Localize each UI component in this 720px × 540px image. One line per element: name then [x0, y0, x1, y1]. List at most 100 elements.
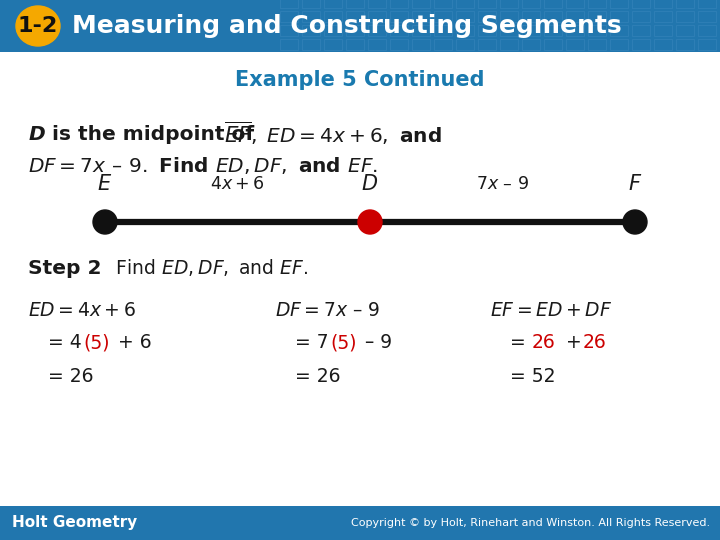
Bar	[456, 11, 474, 22]
Bar	[522, 11, 540, 22]
Bar	[588, 39, 606, 50]
Text: (5): (5)	[83, 334, 109, 353]
Bar	[478, 11, 496, 22]
Text: 26: 26	[583, 334, 607, 353]
Bar	[698, 11, 716, 22]
Bar	[302, 39, 320, 50]
Text: Copyright © by Holt, Rinehart and Winston. All Rights Reserved.: Copyright © by Holt, Rinehart and Winsto…	[351, 518, 710, 528]
Bar	[566, 11, 584, 22]
Bar	[280, 0, 298, 8]
Ellipse shape	[16, 6, 60, 46]
Bar	[0, 0, 720, 52]
Bar	[280, 39, 298, 50]
Bar	[654, 25, 672, 36]
Bar	[676, 11, 694, 22]
Bar	[522, 39, 540, 50]
Text: Holt Geometry: Holt Geometry	[12, 516, 138, 530]
Text: = 26: = 26	[295, 368, 341, 387]
Bar	[676, 0, 694, 8]
Circle shape	[93, 210, 117, 234]
Circle shape	[358, 210, 382, 234]
Bar	[566, 0, 584, 8]
Bar	[302, 11, 320, 22]
Text: $,\ ED = 4x + 6,$ and: $,\ ED = 4x + 6,$ and	[250, 125, 442, 145]
Bar	[478, 25, 496, 36]
Bar	[434, 0, 452, 8]
Bar	[500, 0, 518, 8]
Circle shape	[623, 210, 647, 234]
Bar	[610, 11, 628, 22]
Bar	[632, 39, 650, 50]
Text: – 9: – 9	[359, 334, 392, 353]
Bar	[456, 0, 474, 8]
Bar	[390, 11, 408, 22]
Bar	[632, 0, 650, 8]
Text: $7x$ – $9$: $7x$ – $9$	[476, 175, 529, 193]
Text: = 7: = 7	[295, 334, 328, 353]
Bar	[544, 11, 562, 22]
Bar	[368, 11, 386, 22]
Bar	[698, 25, 716, 36]
Bar	[478, 0, 496, 8]
Bar	[610, 25, 628, 36]
Bar	[346, 39, 364, 50]
Bar	[390, 25, 408, 36]
Text: = 52: = 52	[510, 368, 556, 387]
Bar	[390, 0, 408, 8]
Bar	[412, 11, 430, 22]
Bar	[280, 25, 298, 36]
Bar	[412, 39, 430, 50]
Bar	[280, 11, 298, 22]
Text: = 4: = 4	[48, 334, 82, 353]
Bar	[610, 0, 628, 8]
Bar	[434, 11, 452, 22]
Bar	[346, 11, 364, 22]
Bar	[566, 25, 584, 36]
Text: Step 2: Step 2	[28, 259, 102, 278]
Bar	[412, 25, 430, 36]
Bar	[544, 0, 562, 8]
Text: +: +	[560, 334, 588, 353]
Bar	[632, 25, 650, 36]
Bar	[302, 25, 320, 36]
Text: $DF = 7x$ – $9.$ Find $ED, DF,$ and $EF.$: $DF = 7x$ – $9.$ Find $ED, DF,$ and $EF.…	[28, 154, 378, 176]
Bar	[302, 0, 320, 8]
Bar	[412, 0, 430, 8]
Text: $\bfit{D}$: $\bfit{D}$	[28, 125, 46, 145]
Bar	[632, 11, 650, 22]
Bar	[368, 0, 386, 8]
Bar	[588, 25, 606, 36]
Bar	[478, 39, 496, 50]
Text: (5): (5)	[330, 334, 356, 353]
Bar	[676, 39, 694, 50]
Bar	[324, 25, 342, 36]
Text: $D$: $D$	[361, 174, 379, 194]
Text: $ED = 4x + 6$: $ED = 4x + 6$	[28, 300, 136, 320]
Bar	[346, 25, 364, 36]
Bar	[456, 39, 474, 50]
Text: $F$: $F$	[628, 174, 642, 194]
Bar	[522, 25, 540, 36]
Bar	[500, 39, 518, 50]
Text: Measuring and Constructing Segments: Measuring and Constructing Segments	[72, 14, 621, 38]
Text: $EF = ED + DF$: $EF = ED + DF$	[490, 300, 613, 320]
Text: $E$: $E$	[97, 174, 112, 194]
Bar	[566, 39, 584, 50]
Bar	[500, 25, 518, 36]
Bar	[544, 25, 562, 36]
Bar	[0, 506, 720, 540]
Bar	[654, 11, 672, 22]
Bar	[698, 39, 716, 50]
Text: 26: 26	[532, 334, 556, 353]
Bar	[698, 0, 716, 8]
Bar	[434, 25, 452, 36]
Bar	[368, 39, 386, 50]
Text: 1-2: 1-2	[18, 16, 58, 36]
Bar	[654, 0, 672, 8]
Bar	[676, 25, 694, 36]
Bar	[588, 0, 606, 8]
Text: $\overline{EF}$: $\overline{EF}$	[224, 122, 252, 147]
Text: is the midpoint of: is the midpoint of	[45, 125, 254, 145]
Bar	[500, 11, 518, 22]
Text: = 26: = 26	[48, 368, 94, 387]
